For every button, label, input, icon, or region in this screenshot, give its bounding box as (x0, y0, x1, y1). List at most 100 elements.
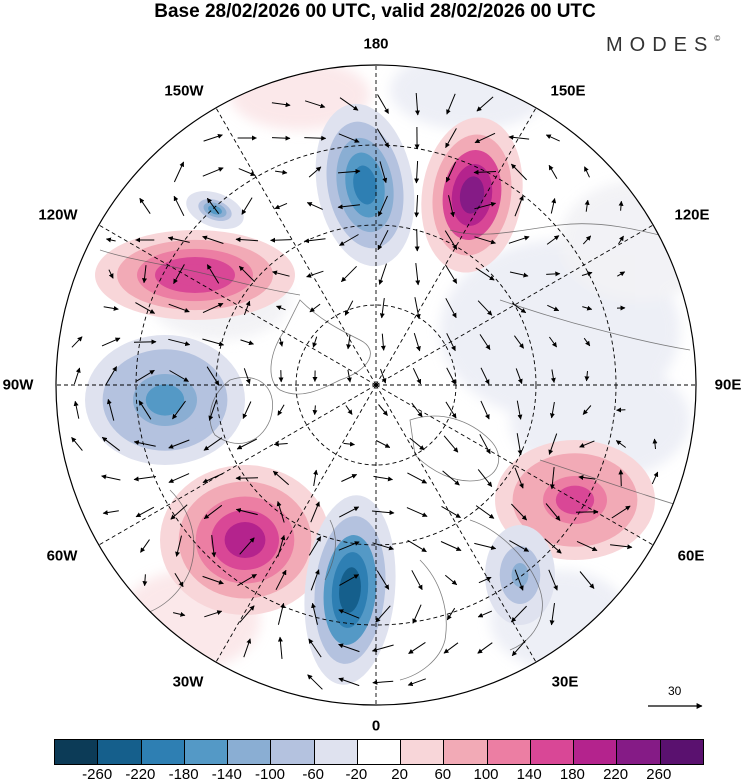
wind-arrow (407, 678, 426, 687)
wind-arrow (445, 161, 457, 183)
wind-arrow (202, 473, 224, 483)
wind-arrow (380, 368, 387, 384)
lon-label-150e: 150E (550, 82, 586, 100)
wind-arrow (516, 400, 523, 420)
wind-arrow (376, 570, 390, 590)
wind-arrow (341, 265, 357, 283)
map-border (55, 64, 697, 706)
wind-arrow (372, 679, 394, 685)
wind-arrow (307, 674, 323, 690)
wind-arrow (339, 574, 360, 586)
lon-label-120w: 120W (38, 206, 78, 224)
wind-arrow (548, 336, 558, 348)
wind-arrow (73, 367, 81, 385)
colorbar-segment (486, 740, 530, 764)
wind-arrow (337, 168, 361, 174)
wind-arrow (142, 574, 148, 587)
wind-arrow (378, 263, 387, 285)
wind-arrow (480, 400, 490, 420)
wind-arrow (310, 501, 320, 523)
wind-arrow (101, 337, 121, 347)
colorbar-segment (573, 740, 617, 764)
wind-arrow (304, 100, 326, 109)
wind-arrow (446, 93, 456, 115)
wind-arrow (406, 507, 428, 517)
wind-arrow (440, 541, 462, 551)
wind-arrow (277, 404, 285, 416)
anomaly-canada-west-high (95, 230, 295, 320)
anomaly-contour (171, 264, 219, 286)
brand-copyright: © (714, 34, 721, 43)
wind-arrow (509, 540, 530, 552)
lon-label-180: 180 (363, 35, 389, 53)
wind-arrow (375, 605, 391, 623)
colorbar-segment (227, 740, 271, 764)
wind-arrow (548, 569, 558, 591)
wind-arrow (338, 643, 360, 653)
wind-arrow (275, 169, 288, 175)
wind-arrow (243, 300, 251, 316)
wind-arrow (549, 603, 555, 626)
colorbar-segment (183, 740, 228, 764)
wind-arrow (243, 638, 252, 658)
wind-arrow (618, 469, 624, 487)
wind-arrow (203, 504, 223, 520)
wind-arrow (514, 467, 524, 489)
wind-arrow (583, 337, 591, 347)
colorbar-tick-label: -60 (302, 766, 325, 783)
wind-arrow (414, 194, 420, 218)
wind-arrow (304, 238, 326, 244)
wind-arrow (203, 437, 223, 451)
wind-arrow (445, 298, 457, 319)
colorbar-segment (97, 740, 141, 764)
meridian-line (375, 384, 663, 551)
lon-label-90e: 90E (714, 376, 742, 394)
wind-arrow (444, 230, 458, 250)
anomaly-alaska-gulf-low (186, 191, 244, 229)
wind-arrow (308, 536, 322, 556)
wind-arrow (445, 401, 457, 419)
wind-arrow (479, 434, 491, 455)
wind-arrow (337, 204, 360, 210)
wind-arrow (549, 467, 555, 490)
anomaly-mediterranean-low (485, 525, 555, 625)
wind-arrow (140, 539, 150, 553)
wind-arrow (584, 199, 590, 212)
wind-arrow (618, 235, 624, 245)
colorbar-tick-label: 100 (473, 766, 499, 783)
wind-arrow (578, 475, 596, 480)
wind-arrow (168, 303, 190, 313)
wind-arrow (243, 368, 251, 385)
wind-arrow (103, 306, 119, 311)
colorbar-tick-label: -180 (168, 766, 199, 783)
wind-arrow (133, 440, 156, 447)
wind-arrow (311, 602, 318, 625)
lon-label-30e: 30E (551, 673, 579, 691)
wind-arrow (409, 437, 425, 451)
wind-arrow (275, 569, 287, 591)
wind-arrow (276, 501, 285, 523)
coastlines (99, 223, 696, 681)
wind-arrow (173, 195, 185, 217)
colorbar-segment (443, 740, 487, 764)
wind-arrow (168, 439, 190, 449)
wind-arrow (478, 576, 492, 584)
wind-arrow (581, 271, 593, 277)
wind-arrow (550, 198, 557, 214)
meridian-line (375, 219, 663, 386)
wind-arrow (173, 264, 185, 285)
colorbar-tick-label: -20 (345, 766, 368, 783)
wind-arrow (515, 368, 523, 385)
colorbar-segment (313, 740, 357, 764)
wind-arrow (167, 236, 190, 243)
wind-arrow (106, 398, 115, 421)
anomaly-contour (224, 522, 266, 558)
wind-arrow (412, 367, 422, 385)
wind-arrow (312, 336, 318, 348)
wind-arrow (338, 133, 360, 143)
lon-label-90w: 90W (2, 376, 34, 394)
wind-arrow (446, 367, 456, 385)
wind-arrow (582, 305, 593, 311)
wind-vectors (71, 92, 659, 690)
